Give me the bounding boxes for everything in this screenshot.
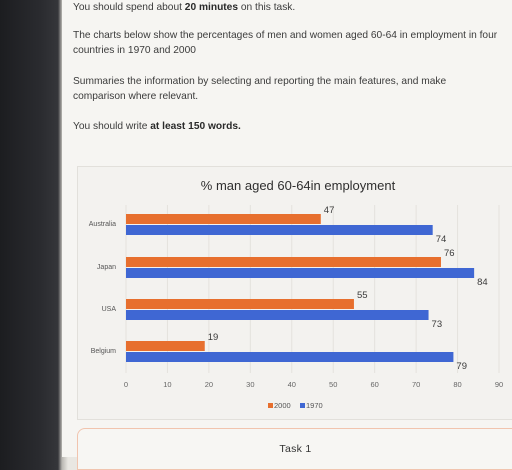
bar-2000 [126,257,441,267]
bar-2000 [126,299,354,309]
legend-swatch-1970 [300,403,305,408]
x-tick-label: 90 [495,380,503,389]
x-tick-label: 30 [246,380,254,389]
task-tab[interactable]: Task 1 [77,428,512,470]
data-label: 79 [456,361,467,372]
category-label: USA [102,306,117,313]
task-description: The charts below show the percentages of… [73,30,498,56]
category-label: Belgium [91,348,116,355]
bar-2000 [126,341,205,351]
chart-title: % man aged 60-64in employment [201,178,396,193]
bar-1970 [126,352,454,362]
bar-1970 [126,268,475,278]
task-instructions: Summaries the information by selecting a… [73,76,447,102]
task-sheet: You should spend about 20 minutes on thi… [62,0,512,470]
time-instruction: You should spend about 20 minutes on thi… [73,2,296,13]
word-count-instruction: You should write at least 150 words. [73,121,241,132]
x-tick-label: 80 [453,380,461,389]
category-label: Japan [97,264,116,271]
employment-bar-chart: % man aged 60-64in employment 47 74 76 84 55… [89,178,503,410]
legend-label-1970: 1970 [306,401,323,410]
x-tick-label: 40 [288,380,296,389]
x-tick-label: 50 [329,380,337,389]
task-tab-label: Task 1 [279,443,312,455]
legend-label-2000: 2000 [274,401,291,410]
x-tick-label: 20 [205,380,213,389]
x-tick-label: 70 [412,380,420,389]
x-tick-label: 10 [163,380,171,389]
bar-2000 [126,214,321,224]
data-label: 84 [477,277,488,288]
legend-swatch-2000 [268,403,273,408]
data-label: 73 [432,319,443,330]
chart-card: % man aged 60-64in employment 47 74 76 84 55… [77,166,512,420]
data-label: 47 [324,205,335,216]
data-label: 55 [357,290,368,301]
category-label: Australia [89,221,116,228]
x-tick-label: 0 [124,380,128,389]
data-label: 19 [208,332,219,343]
data-label: 74 [436,234,447,245]
x-tick-label: 60 [370,380,378,389]
bar-1970 [126,310,429,320]
bar-1970 [126,225,433,235]
data-label: 76 [444,248,455,259]
